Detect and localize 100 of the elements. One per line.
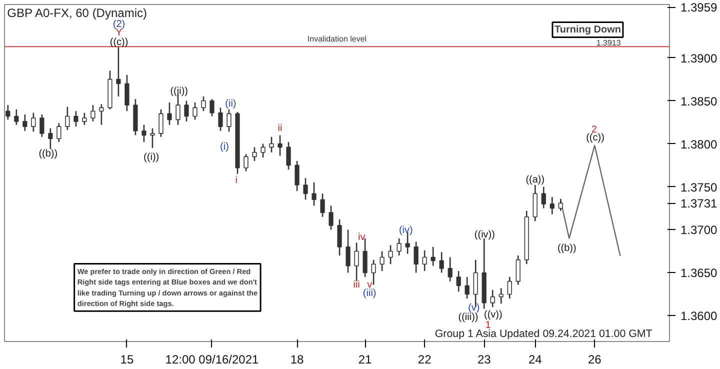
candlestick — [56, 122, 62, 143]
annotation: v — [367, 279, 372, 290]
candlestick — [226, 108, 232, 132]
candlestick — [201, 96, 206, 112]
annotation: ((ii)) — [170, 86, 188, 97]
x-tick-label: 15 — [120, 352, 134, 366]
candlestick — [116, 46, 121, 98]
annotation: Group 1 Asia Updated 09.24.2021 01.00 GMT — [434, 328, 653, 340]
y-tick-label: 1.3750 — [680, 180, 718, 194]
annotation: 1 — [485, 320, 492, 331]
candlestick — [456, 270, 461, 292]
candlestick — [158, 108, 164, 138]
candlestick — [532, 184, 538, 222]
candlestick — [184, 100, 189, 122]
candlestick — [371, 259, 376, 286]
candlestick — [192, 102, 198, 120]
candlestick — [150, 128, 155, 149]
candlestick — [439, 251, 444, 274]
annotation: (iv) — [398, 225, 413, 236]
annotation: (iii) — [362, 288, 376, 299]
candlestick — [124, 74, 130, 112]
candlestick — [558, 198, 563, 212]
y-tick-label: 1.3850 — [680, 94, 718, 108]
x-tick-label: 12:00 09/16/2021 — [165, 352, 260, 366]
candlestick — [303, 178, 308, 200]
annotation: Y — [116, 27, 123, 38]
candlestick — [14, 108, 19, 126]
candlestick — [448, 256, 452, 282]
candlestick — [278, 134, 282, 156]
annotation: iii — [353, 279, 360, 290]
annotation: i — [235, 175, 238, 186]
candlestick — [48, 128, 53, 150]
x-tick-label: 24 — [528, 352, 542, 366]
chart-title: GBP A0-FX, 60 (Dynamic) — [7, 6, 147, 20]
y-tick-label: 1.3600 — [680, 309, 718, 324]
y-tick-label: 1.3731 — [680, 196, 718, 211]
candlestick — [218, 107, 223, 132]
candlestick — [167, 102, 172, 126]
candlestick — [65, 106, 70, 131]
y-tick-label: 1.3700 — [680, 223, 718, 238]
annotation: ((i)) — [144, 152, 160, 164]
candlestick — [74, 110, 78, 128]
candlestick — [490, 289, 495, 308]
candlestick — [346, 229, 350, 274]
candlestick — [6, 104, 10, 120]
x-tick-label: 23 — [477, 352, 492, 366]
candlestick — [244, 153, 248, 172]
annotation: (2) — [112, 18, 126, 30]
candlestick — [422, 250, 427, 272]
y-tick-label: 1.3900 — [680, 51, 718, 66]
candlestick — [498, 288, 504, 304]
annotation: ii — [278, 122, 282, 134]
candlestick — [354, 242, 359, 282]
candlestick — [22, 114, 28, 132]
y-tick-label: 1.3650 — [680, 266, 718, 280]
annotation: iv — [358, 232, 366, 243]
line-series — [560, 144, 621, 256]
annotation: (v) — [468, 302, 480, 314]
candlestick — [507, 276, 512, 300]
candlestick — [269, 136, 274, 154]
candlestick — [396, 238, 402, 256]
x-tick-label: 26 — [588, 352, 602, 366]
candlestick — [414, 241, 418, 274]
ref-line-label: Invalidation level — [307, 34, 367, 44]
candlestick — [430, 246, 436, 266]
annotation: ((c)) — [110, 36, 128, 48]
annotation: 1.3913 — [596, 38, 622, 48]
candlestick — [142, 124, 146, 143]
annotation: Turning Down — [554, 24, 621, 36]
candlestick — [380, 250, 384, 272]
candlestick — [320, 192, 325, 218]
candlestick — [337, 218, 342, 256]
candlestick — [516, 254, 520, 286]
candlestick — [82, 112, 87, 126]
annotation: ((b)) — [38, 148, 58, 160]
candlestick — [550, 196, 554, 215]
annotation: ((iv)) — [474, 229, 495, 240]
y-tick-label: 1.3959 — [680, 0, 718, 15]
annotation: ((a)) — [526, 174, 545, 186]
candlestick — [312, 182, 316, 206]
candlestick — [99, 104, 104, 126]
annotation: (ii) — [225, 98, 236, 110]
candlestick — [210, 98, 214, 117]
candlestick — [294, 160, 300, 192]
candlestick — [260, 143, 266, 158]
y-tick-label: 1.3800 — [680, 137, 718, 152]
candlestick — [31, 112, 36, 132]
candlestick — [328, 205, 334, 230]
candlestick — [388, 244, 393, 265]
candlestick — [252, 146, 257, 162]
annotation: (i) — [220, 142, 229, 153]
annotation: ((b)) — [557, 243, 576, 254]
x-tick-label: 22 — [418, 352, 432, 366]
x-tick-label: 21 — [358, 352, 372, 366]
candlestick — [90, 104, 96, 122]
candlestick — [286, 141, 291, 170]
candlestick — [464, 276, 470, 300]
x-tick-label: 18 — [290, 352, 304, 366]
candlestick — [541, 186, 546, 209]
annotation: ((iii)) — [458, 312, 478, 323]
